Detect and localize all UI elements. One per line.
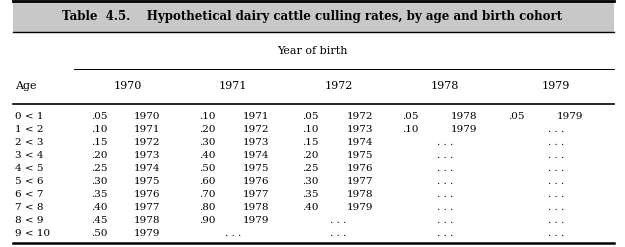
Text: .30: .30	[302, 177, 319, 186]
Text: 1978: 1978	[134, 216, 160, 225]
Text: . . .: . . .	[548, 125, 564, 134]
Text: 1979: 1979	[347, 203, 373, 212]
Text: .60: .60	[199, 177, 216, 186]
Text: 4 < 5: 4 < 5	[15, 164, 44, 173]
Text: 1977: 1977	[347, 177, 373, 186]
Text: .25: .25	[91, 164, 108, 173]
Text: 1978: 1978	[451, 112, 477, 121]
FancyBboxPatch shape	[12, 1, 614, 32]
Text: 1974: 1974	[243, 151, 270, 160]
Text: .05: .05	[302, 112, 319, 121]
Text: 6 < 7: 6 < 7	[15, 190, 44, 199]
Text: 1979: 1979	[556, 112, 583, 121]
Text: .15: .15	[302, 138, 319, 147]
Text: .35: .35	[302, 190, 319, 199]
Text: . . .: . . .	[548, 164, 564, 173]
Text: 1975: 1975	[243, 164, 270, 173]
Text: .25: .25	[302, 164, 319, 173]
Text: .20: .20	[91, 151, 108, 160]
Text: .20: .20	[199, 125, 216, 134]
Text: .35: .35	[91, 190, 108, 199]
Text: .50: .50	[199, 164, 216, 173]
Text: . . .: . . .	[437, 138, 453, 147]
Text: 1978: 1978	[243, 203, 270, 212]
Text: . . .: . . .	[548, 151, 564, 160]
Text: 1975: 1975	[347, 151, 373, 160]
Text: .40: .40	[199, 151, 216, 160]
Text: .10: .10	[302, 125, 319, 134]
Text: . . .: . . .	[548, 190, 564, 199]
Text: 1971: 1971	[134, 125, 160, 134]
Text: . . .: . . .	[225, 229, 241, 238]
Text: 5 < 6: 5 < 6	[15, 177, 44, 186]
Text: .80: .80	[199, 203, 216, 212]
Text: 1979: 1979	[134, 229, 160, 238]
Text: . . .: . . .	[548, 216, 564, 225]
Text: 1979: 1979	[542, 82, 571, 91]
Text: 1975: 1975	[134, 177, 160, 186]
Text: .45: .45	[91, 216, 108, 225]
Text: .40: .40	[91, 203, 108, 212]
Text: .30: .30	[91, 177, 108, 186]
Text: 1977: 1977	[134, 203, 160, 212]
Text: . . .: . . .	[437, 229, 453, 238]
Text: . . .: . . .	[437, 177, 453, 186]
Text: . . .: . . .	[548, 138, 564, 147]
Text: .50: .50	[91, 229, 108, 238]
Text: 1970: 1970	[113, 82, 142, 91]
Text: 1976: 1976	[243, 177, 270, 186]
Text: . . .: . . .	[437, 216, 453, 225]
Text: .05: .05	[508, 112, 525, 121]
Text: 1970: 1970	[134, 112, 160, 121]
Text: 1978: 1978	[347, 190, 373, 199]
Text: 8 < 9: 8 < 9	[15, 216, 44, 225]
Text: .70: .70	[199, 190, 216, 199]
Text: Table  4.5.    Hypothetical dairy cattle culling rates, by age and birth cohort: Table 4.5. Hypothetical dairy cattle cul…	[62, 10, 562, 23]
Text: . . .: . . .	[330, 229, 346, 238]
Text: 1973: 1973	[134, 151, 160, 160]
Text: 1972: 1972	[347, 112, 373, 121]
Text: 7 < 8: 7 < 8	[15, 203, 44, 212]
Text: 1974: 1974	[134, 164, 160, 173]
Text: . . .: . . .	[437, 151, 453, 160]
Text: . . .: . . .	[437, 164, 453, 173]
Text: 1972: 1972	[324, 82, 352, 91]
Text: 1979: 1979	[451, 125, 477, 134]
Text: 1973: 1973	[347, 125, 373, 134]
Text: . . .: . . .	[437, 190, 453, 199]
Text: .05: .05	[91, 112, 108, 121]
Text: . . .: . . .	[548, 203, 564, 212]
Text: 2 < 3: 2 < 3	[15, 138, 44, 147]
Text: 1972: 1972	[243, 125, 270, 134]
Text: 1973: 1973	[243, 138, 270, 147]
Text: .10: .10	[199, 112, 216, 121]
Text: 1971: 1971	[219, 82, 248, 91]
Text: .20: .20	[302, 151, 319, 160]
Text: .15: .15	[91, 138, 108, 147]
Text: 1 < 2: 1 < 2	[15, 125, 44, 134]
Text: 1971: 1971	[243, 112, 270, 121]
Text: Age: Age	[15, 82, 37, 91]
Text: 1976: 1976	[347, 164, 373, 173]
Text: .05: .05	[402, 112, 418, 121]
Text: .90: .90	[199, 216, 216, 225]
Text: . . .: . . .	[330, 216, 346, 225]
Text: .40: .40	[302, 203, 319, 212]
Text: 3 < 4: 3 < 4	[15, 151, 44, 160]
Text: 9 < 10: 9 < 10	[15, 229, 50, 238]
Text: .30: .30	[199, 138, 216, 147]
Text: 1978: 1978	[431, 82, 459, 91]
Text: .10: .10	[91, 125, 108, 134]
Text: 1976: 1976	[134, 190, 160, 199]
Text: 1974: 1974	[347, 138, 373, 147]
Text: . . .: . . .	[548, 229, 564, 238]
Text: . . .: . . .	[437, 203, 453, 212]
Text: .10: .10	[402, 125, 418, 134]
Text: 0 < 1: 0 < 1	[15, 112, 44, 121]
Text: 1972: 1972	[134, 138, 160, 147]
Text: 1977: 1977	[243, 190, 270, 199]
Text: Year of birth: Year of birth	[278, 46, 348, 56]
Text: 1979: 1979	[243, 216, 270, 225]
Text: . . .: . . .	[548, 177, 564, 186]
